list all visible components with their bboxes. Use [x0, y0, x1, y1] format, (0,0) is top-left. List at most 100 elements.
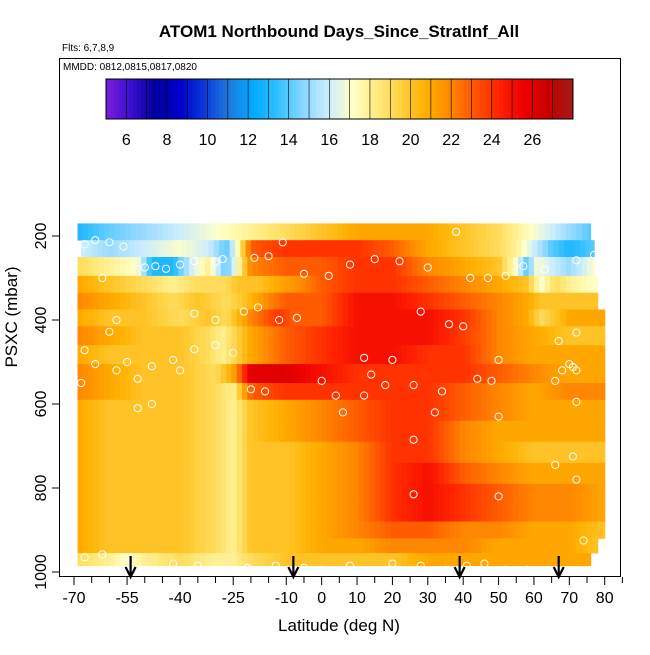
heatmap-cell: [486, 345, 493, 365]
sample-marker: [299, 563, 309, 572]
heatmap-cell: [592, 257, 595, 277]
heatmap-cell: [528, 538, 535, 554]
heatmap-cell: [252, 462, 259, 485]
heatmap-cell: [311, 223, 317, 241]
heatmap-cell: [173, 462, 179, 485]
heatmap-cell: [337, 462, 344, 485]
heatmap-cell: [539, 364, 546, 384]
sample-marker: [80, 346, 89, 355]
heatmap-cell: [459, 538, 466, 554]
heatmap-cell: [406, 223, 413, 241]
heatmap-cell: [247, 399, 254, 422]
heatmap-cell: [300, 345, 307, 365]
heatmap-cell: [502, 309, 509, 327]
heatmap-cell: [417, 292, 424, 310]
heatmap-cell: [146, 383, 153, 401]
heatmap-cell: [496, 275, 503, 294]
heatmap-cell: [273, 345, 280, 365]
sample-marker: [494, 355, 503, 364]
heatmap-cell: [183, 553, 190, 567]
heatmap-cell: [512, 441, 519, 464]
heatmap-cell: [342, 309, 349, 327]
colorbar-swatch: [121, 79, 126, 119]
heatmap-cell: [231, 383, 238, 401]
sample-marker: [119, 242, 128, 251]
sample-marker: [519, 262, 528, 271]
heatmap-cell: [576, 345, 583, 365]
heatmap-cell: [112, 240, 119, 258]
heatmap-cell: [395, 553, 402, 567]
heatmap-cell: [220, 223, 227, 241]
colorbar-swatch: [444, 79, 449, 119]
heatmap-cell: [104, 223, 110, 241]
heatmap-cell: [82, 292, 89, 310]
heatmap-cell: [358, 399, 365, 422]
heatmap-cell: [321, 364, 328, 384]
heatmap-cell: [77, 553, 84, 567]
colorbar-swatch: [456, 79, 461, 119]
heatmap-cell: [236, 257, 243, 277]
heatmap-cell: [183, 364, 190, 384]
heatmap-cell: [454, 257, 461, 277]
heatmap-cell: [300, 223, 307, 241]
colorbar-swatch: [351, 79, 356, 119]
heatmap-cell: [422, 502, 429, 522]
heatmap-cell: [252, 538, 259, 554]
heatmap-cell: [252, 441, 259, 464]
heatmap-cell: [98, 275, 105, 294]
heatmap-cell: [507, 553, 514, 567]
heatmap-cell: [385, 553, 392, 567]
heatmap-cell: [242, 399, 248, 422]
heatmap-cell: [279, 364, 286, 384]
heatmap-cell: [592, 441, 599, 464]
heatmap-cell: [468, 240, 475, 258]
heatmap-cell: [309, 240, 316, 258]
heatmap-cell: [93, 345, 100, 365]
heatmap-cell: [507, 441, 514, 464]
heatmap-cell: [178, 223, 185, 241]
heatmap-cell: [88, 383, 95, 401]
heatmap-cell: [369, 483, 376, 504]
heatmap-cell: [88, 521, 95, 539]
heatmap-cell: [560, 420, 567, 443]
sample-marker: [176, 260, 185, 269]
heatmap-cell: [162, 441, 169, 464]
heatmap-cell: [454, 309, 461, 327]
sample-marker: [487, 376, 496, 385]
heatmap-cell: [454, 420, 461, 443]
heatmap-cell: [289, 292, 296, 310]
heatmap-cell: [533, 420, 540, 443]
heatmap-cell: [417, 345, 424, 365]
heatmap-cell: [427, 345, 434, 365]
heatmap-cell: [135, 309, 142, 327]
heatmap-cell: [178, 553, 185, 567]
heatmap-cell: [263, 502, 270, 522]
heatmap-cell: [319, 240, 326, 258]
heatmap-cell: [321, 441, 328, 464]
heatmap-cell: [491, 223, 498, 241]
heatmap-cell: [215, 399, 222, 422]
heatmap-cell: [236, 538, 243, 554]
heatmap-cell: [464, 399, 471, 422]
heatmap-cell: [358, 257, 365, 277]
heatmap-cell: [289, 383, 296, 401]
sample-marker: [91, 360, 100, 369]
heatmap-cell: [496, 257, 503, 277]
heatmap-cell: [316, 223, 323, 241]
heatmap-cell: [374, 538, 381, 554]
heatmap-cell: [571, 553, 577, 567]
heatmap-cell: [364, 257, 371, 277]
heatmap-cell: [151, 309, 158, 327]
heatmap-cell: [236, 364, 243, 384]
heatmap-cell: [146, 462, 153, 485]
heatmap-cell: [390, 326, 397, 346]
sample-marker: [91, 236, 100, 245]
heatmap-cell: [539, 483, 546, 504]
heatmap-cell: [289, 223, 296, 241]
heatmap-cell: [273, 364, 280, 384]
heatmap-cell: [326, 364, 333, 384]
heatmap-cell: [486, 309, 493, 327]
sample-marker: [98, 550, 107, 559]
heatmap-cell: [119, 364, 126, 384]
heatmap-cell: [342, 441, 349, 464]
